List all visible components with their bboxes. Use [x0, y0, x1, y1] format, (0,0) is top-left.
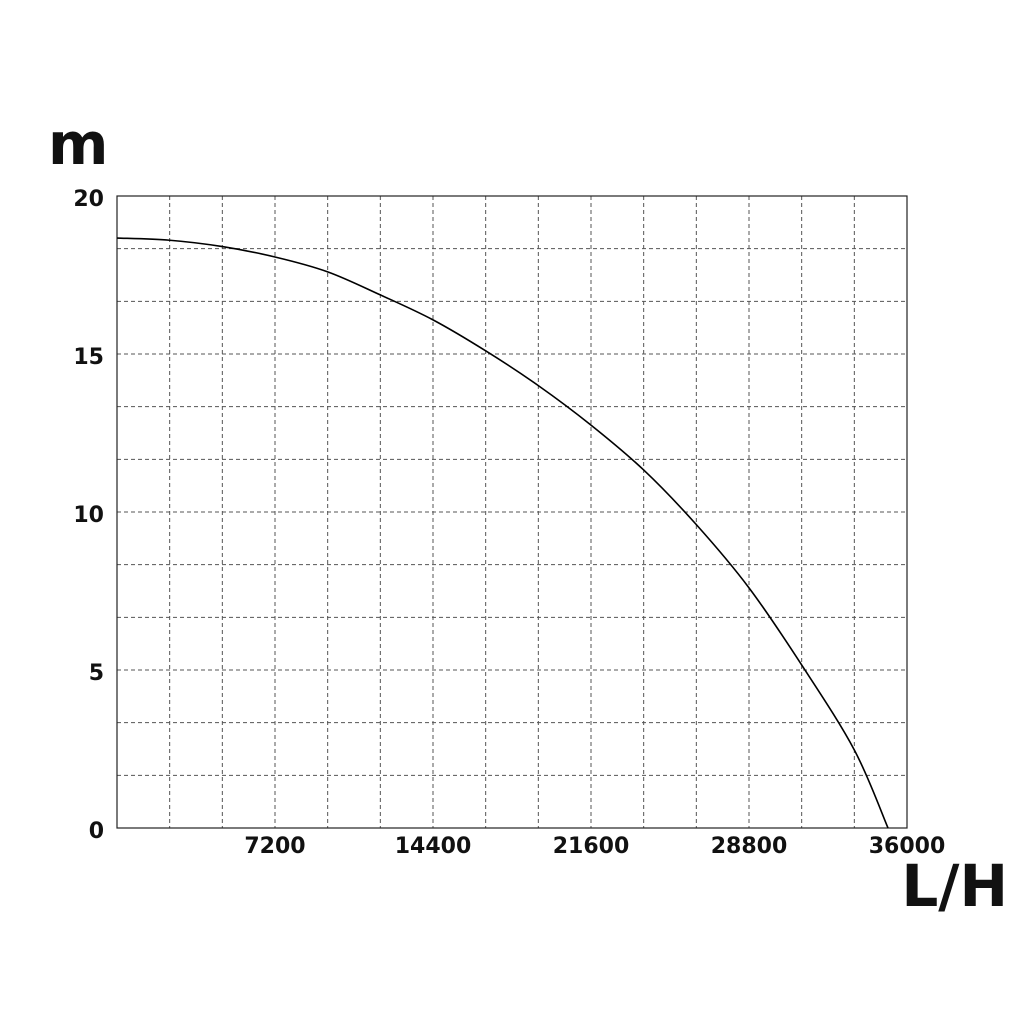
x-tick-label: 14400 [395, 834, 472, 859]
plot-frame [116, 195, 908, 829]
y-tick-label: 10 [73, 503, 104, 528]
curve [116, 237, 889, 829]
x-tick-label: 28800 [711, 834, 788, 859]
x-axis-label: L/H [901, 852, 1008, 920]
x-tick-label: 7200 [244, 834, 305, 859]
y-tick-label: 0 [89, 819, 104, 844]
y-tick-label: 15 [73, 345, 104, 370]
y-tick-label: 5 [89, 661, 104, 686]
y-axis-label: m [48, 110, 108, 178]
x-tick-label: 21600 [553, 834, 630, 859]
y-tick-label: 20 [73, 187, 104, 212]
x-tick-label: 36000 [869, 834, 946, 859]
